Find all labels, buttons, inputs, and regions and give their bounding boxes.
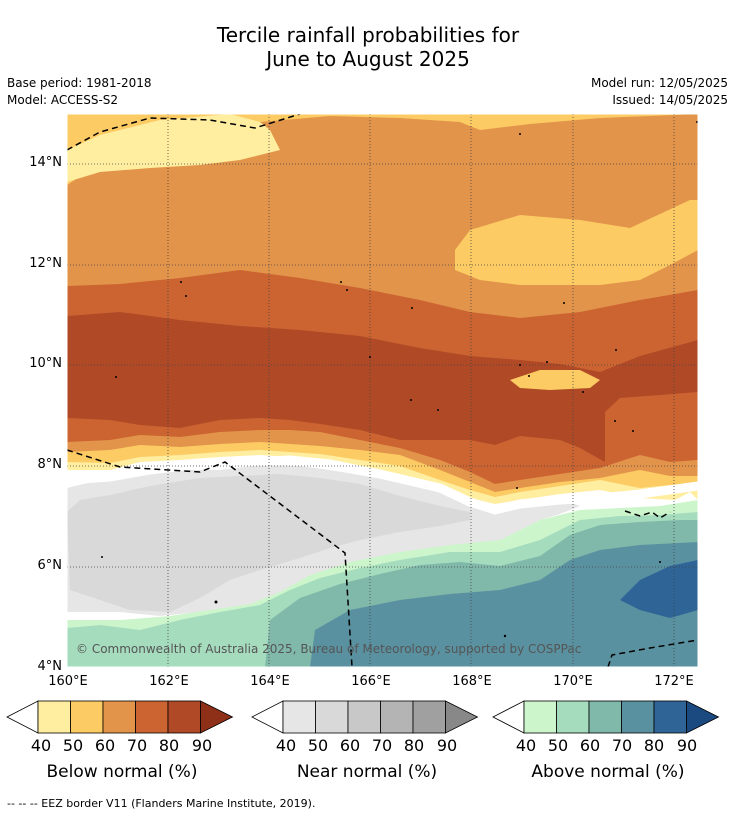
lat-label-6n: 6°N — [37, 558, 63, 573]
legend-above-color-swatch — [523, 700, 557, 734]
legend-below-tick: 90 — [191, 736, 213, 755]
legend-near-color-swatch — [380, 700, 414, 734]
legend-below-over-arrow — [200, 700, 234, 734]
map-fields — [67, 114, 698, 667]
base-period: Base period: 1981-2018 — [7, 76, 152, 90]
lat-label-14n: 14°N — [29, 155, 62, 170]
below-normal-50-patch-2 — [510, 370, 600, 390]
legend-below-color-swatch — [102, 700, 136, 734]
lon-label-164e: 164°E — [250, 674, 290, 689]
legend-below-title: Below normal (%) — [46, 762, 198, 782]
copyright-text: © Commonwealth of Australia 2025, Bureau… — [76, 642, 581, 656]
legend-below-tick: 70 — [126, 736, 148, 755]
legend-near-tick: 90 — [436, 736, 458, 755]
legend-above-under-arrow — [492, 700, 525, 734]
legend-above-title: Above normal (%) — [531, 762, 685, 782]
legend-near-color-swatch — [412, 700, 446, 734]
legend-above-tick: 50 — [547, 736, 569, 755]
legend-near-tick: 50 — [307, 736, 329, 755]
legend-above-tick: 60 — [579, 736, 601, 755]
eez-footnote: -- -- -- EEZ border V11 (Flanders Marine… — [7, 797, 316, 810]
legend-above-color-swatch — [653, 700, 687, 734]
legend-above-color-swatch — [621, 700, 655, 734]
legend-near-tick: 80 — [403, 736, 425, 755]
legend-below-tick: 60 — [94, 736, 116, 755]
model-run: Model run: 12/05/2025 — [590, 76, 728, 90]
legend-below-color-swatch — [135, 700, 169, 734]
below-normal-40-patch — [67, 114, 280, 182]
legend-below-color-swatch — [37, 700, 71, 734]
legend-below-tick: 50 — [62, 736, 84, 755]
transition-band — [67, 455, 698, 515]
legend-near-colorbar — [251, 700, 479, 734]
legend-above-color-swatch — [588, 700, 622, 734]
below-normal-50-patch — [455, 200, 698, 285]
legend-near-normal — [251, 700, 483, 734]
issued-date: Issued: 14/05/2025 — [612, 93, 728, 107]
legend-above-colorbar — [492, 700, 720, 734]
legend-near-tick: 70 — [371, 736, 393, 755]
map-frame — [66, 113, 699, 668]
grid-lines — [67, 114, 698, 667]
above-normal-70-area — [310, 542, 698, 667]
map-title-line1: Tercile rainfall probabilities for — [216, 23, 520, 47]
legend-near-color-swatch — [315, 700, 349, 734]
near-normal-50-area — [67, 474, 470, 612]
legend-below-color-swatch — [70, 700, 104, 734]
legend-near-tick: 40 — [275, 736, 297, 755]
island-markers — [101, 121, 698, 638]
legend-near-tick: 60 — [339, 736, 361, 755]
lat-label-4n: 4°N — [37, 659, 63, 674]
legend-above-color-swatch — [556, 700, 590, 734]
legend-above-tick: 90 — [676, 736, 698, 755]
legend-above-tick: 70 — [611, 736, 633, 755]
legend-near-title: Near normal (%) — [296, 762, 438, 782]
legend-below-tick: 40 — [30, 736, 52, 755]
lon-label-172e: 172°E — [654, 674, 694, 689]
legend-near-under-arrow — [251, 700, 284, 734]
lon-label-166e: 166°E — [351, 674, 391, 689]
lon-label-168e: 168°E — [452, 674, 492, 689]
legend-below-color-swatch — [167, 700, 201, 734]
legend-above-over-arrow — [686, 700, 720, 734]
legend-near-color-swatch — [347, 700, 381, 734]
legend-near-over-arrow — [445, 700, 479, 734]
lon-label-170e: 170°E — [553, 674, 593, 689]
legend-above-tick: 80 — [643, 736, 665, 755]
legend-near-color-swatch — [282, 700, 316, 734]
lon-label-160e: 160°E — [48, 674, 88, 689]
below-normal-80-area — [67, 312, 698, 462]
legend-above-normal — [492, 700, 724, 734]
legend-below-colorbar — [6, 700, 234, 734]
lat-label-12n: 12°N — [29, 256, 62, 271]
lon-label-162e: 162°E — [149, 674, 189, 689]
model-name: Model: ACCESS-S2 — [7, 93, 119, 107]
legend-below-tick: 80 — [158, 736, 180, 755]
map-title-line2: June to August 2025 — [266, 47, 470, 71]
legend-below-under-arrow — [6, 700, 39, 734]
probability-map: © Commonwealth of Australia 2025, Bureau… — [66, 113, 699, 668]
lat-label-8n: 8°N — [37, 457, 63, 472]
legend-above-tick: 40 — [515, 736, 537, 755]
lat-label-10n: 10°N — [29, 356, 62, 371]
eez-borders — [67, 114, 698, 667]
above-normal-80-area — [620, 560, 698, 618]
legend-below-normal — [6, 700, 238, 734]
